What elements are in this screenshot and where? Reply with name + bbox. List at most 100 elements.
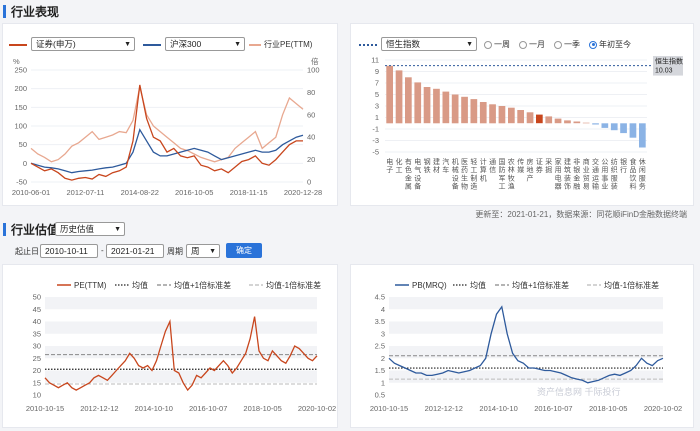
x-category-label-char: 饰 [564,182,571,191]
industry-select[interactable]: 证券(申万) ▼ [31,37,135,51]
period-radio-week[interactable]: 一周 [484,39,510,50]
x-category-label-char: 商 [583,157,590,166]
valuation-view-select[interactable]: 历史估值 ▼ [55,222,125,236]
series-line-pe [44,316,318,392]
x-category-label-char: 备 [452,182,459,191]
x-category-label-char: 输 [592,182,599,191]
relative-return-bar-chart: -5-3-11357911电子化工有色金属电气设备钢铁建材汽车机械设备医药生物轻… [371,56,683,191]
y-right-tick-label: 0 [307,178,311,187]
series-line-industry [30,84,303,181]
x-category-label-char: 金 [573,173,580,182]
start-date-input[interactable]: 2010-10-11 [40,244,98,258]
x-category-label-char: 贸 [583,173,590,182]
relative-return-panel: 恒生指数 ▼ 一周 一月 一季 年初至今 -5 -3 -1 1 3 5 7 9 11 电子化工有色… [350,23,694,206]
y-tick-label: 3.5 [375,317,385,326]
x-category-label-char: 非 [573,157,580,166]
index-select[interactable]: 沪深300 ▼ [165,37,245,51]
y-tick-label: 3 [375,102,379,111]
y-right-tick-label: 60 [307,110,315,119]
title-accent-bar [3,222,6,236]
bar-21 [582,122,590,124]
x-category-label-char: 融 [573,182,580,191]
chevron-down-icon: ▼ [234,41,241,48]
industry-select-value: 证券(申万) [36,39,76,49]
data-source-footnote: 更新至：2021-01-21，数据来源：同花顺iFinD金融数据终端 [475,210,687,219]
grid-band [45,346,317,359]
x-tick-label: 2014-10-10 [135,404,173,413]
series-line-pe [30,86,304,163]
y-tick-label: 1.5 [375,366,385,375]
y-tick-label: 4.5 [375,293,385,302]
y-tick-label: 1 [375,113,379,122]
benchmark-select-value: 恒生指数 [386,39,421,49]
bar-9 [470,99,478,124]
x-category-label-char: 气 [414,165,421,174]
x-category-label-char: 算 [480,165,487,174]
x-category-label-char: 物 [461,182,468,191]
x-category-label-char: 机 [480,173,487,182]
bar-13 [508,107,515,124]
radio-circle [554,40,562,49]
x-tick-label: 2016-10-05 [175,188,213,197]
x-category-label-char: 渔 [508,182,515,191]
x-category-label-char: 通 [592,165,599,174]
y-tick-label: -5 [372,148,379,157]
y-tick-label: 2.5 [375,342,385,351]
x-category-label-char: 食 [630,157,637,166]
x-category-label-char: 械 [452,165,459,174]
pe-valuation-panel: PE(TTM) 均值 均值+1倍标准差 均值-1倍标准差 10 15 20 25 30 35 40 4… [2,264,338,428]
end-date-input[interactable]: 2021-01-21 [106,244,164,258]
period-radio-ytd[interactable]: 年初至今 [589,39,631,50]
x-category-label-char: 色 [405,165,412,174]
y-left-tick-label: 50 [19,140,27,149]
x-category-label-char: 采 [545,157,552,166]
y-tick-label: 4 [381,305,385,314]
x-category-label-char: 车 [442,165,449,174]
x-category-label-char: 易 [583,183,590,191]
x-category-label-char: 用 [555,166,562,174]
y-left-tick-label: 150 [14,103,27,112]
benchmark-select[interactable]: 恒生指数 ▼ [381,37,477,51]
bar-27 [639,123,646,148]
legend-series-label: PB(MRQ) [412,281,447,290]
y-right-tick-label: 80 [307,88,315,97]
x-category-label-char: 生 [461,173,468,182]
x-tick-label: 2010-10-15 [370,404,408,413]
x-category-label-char: 铁 [424,165,431,174]
period-radio-quarter[interactable]: 一季 [554,39,580,50]
bar-6 [442,91,450,124]
bar-8 [461,96,468,124]
y-tick-label: 1 [381,378,385,387]
x-category-label-char: 饮 [630,173,637,182]
legend-pe-line [249,44,261,46]
x-category-label-char: 备 [414,182,421,191]
period-radio-month[interactable]: 一月 [519,39,545,50]
period-select[interactable]: 周 ▼ [186,244,220,258]
pb-mrq-line-chart: PB(MRQ) 均值 均值+1倍标准差 均值-1倍标准差 0.5 1 1.5 2 2.5 3 3.5… [370,280,682,413]
x-category-label-char: 牧 [508,173,515,182]
x-tick-label: 2020-10-02 [644,404,682,413]
confirm-button[interactable]: 确定 [226,243,262,258]
legend-lower-label: 均值-1倍标准差 [266,280,321,290]
x-tick-label: 2018-11-15 [230,188,268,197]
x-category-label-char: 机 [452,157,459,166]
period-select-value: 周 [191,246,200,256]
y-tick-label: 2 [381,354,385,363]
bar-19 [564,120,571,124]
bar-4 [423,87,431,124]
x-category-label-char: 农 [508,157,515,166]
pe-ttm-line-chart: PE(TTM) 均值 均值+1倍标准差 均值-1倍标准差 10 15 20 25 30 35 40 4… [26,280,336,413]
x-category-label-char: 传 [517,157,524,166]
y-tick-label: 20 [33,366,41,375]
end-date-value: 2021-01-21 [111,246,155,256]
y-tick-label: 9 [375,67,379,76]
x-category-label-char: 军 [499,174,506,182]
legend-mean-label: 均值 [470,280,486,290]
x-category-label-char: 织 [611,165,618,174]
x-tick-label: 2014-10-10 [479,404,517,413]
y-left-tick-label: 0 [23,159,27,168]
radio-label: 一月 [529,40,545,49]
x-category-label-char: 业 [583,165,590,174]
legend-industry-line [9,44,27,46]
y-tick-label: 45 [33,305,41,314]
